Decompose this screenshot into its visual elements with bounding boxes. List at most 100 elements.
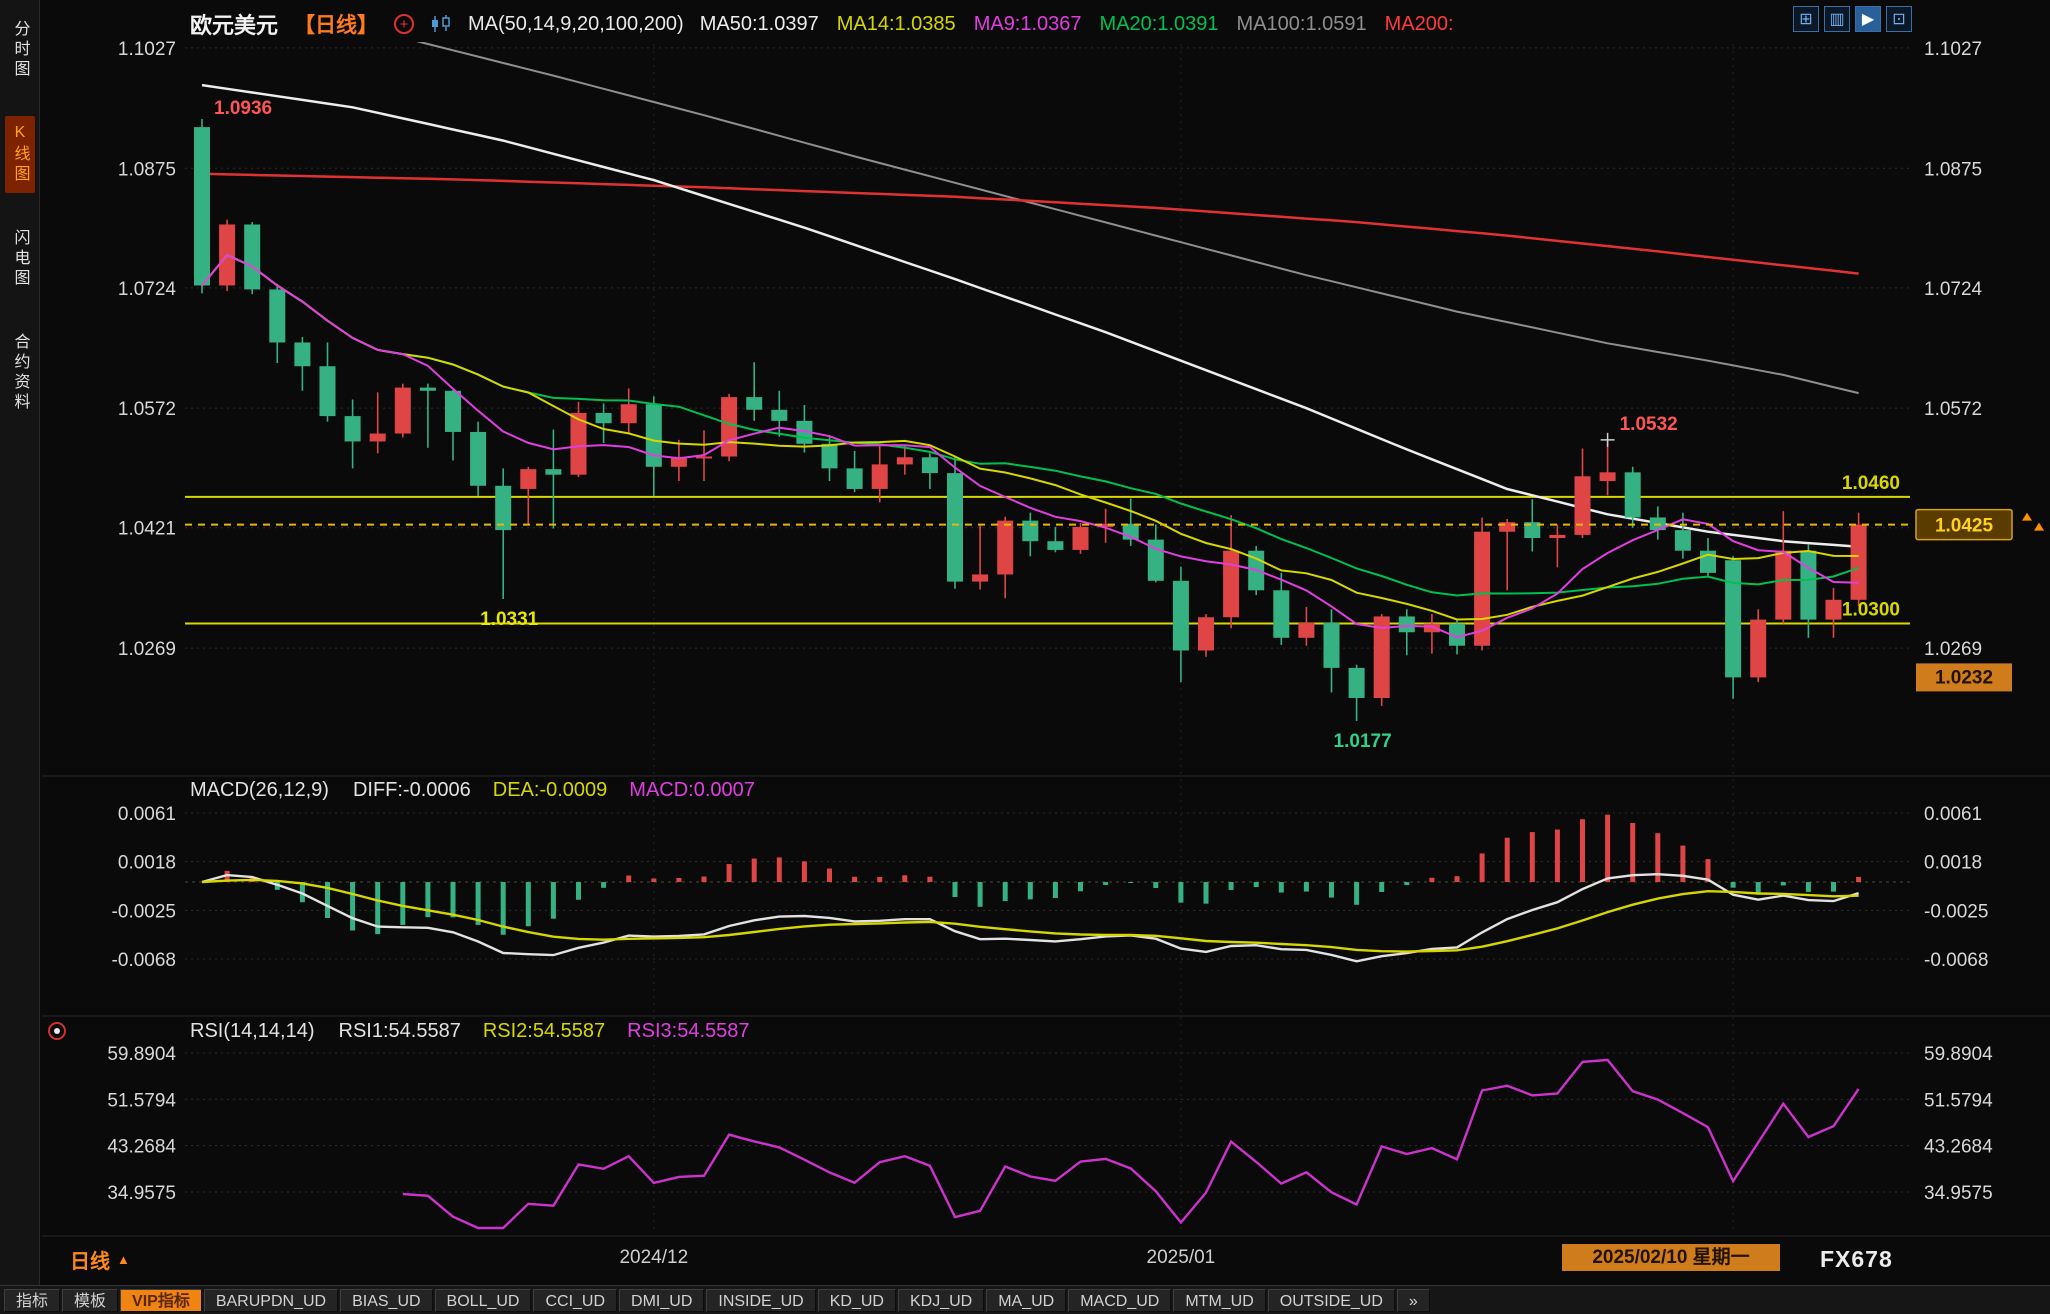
price-annotation: 1.0177: [1334, 731, 1392, 752]
price-axis-label-right: 1.0572: [1924, 399, 1982, 420]
candle-body: [419, 387, 436, 391]
indicator-settings-icon[interactable]: [48, 1022, 66, 1040]
candle-body: [495, 485, 512, 531]
plus-circle-icon[interactable]: +: [394, 14, 415, 34]
macd-hist-bar: [1580, 819, 1585, 883]
candle-body: [1423, 623, 1440, 633]
macd-hist-bar: [626, 875, 632, 883]
macd-axis-label-right: -0.0025: [1924, 901, 1988, 922]
price-axis-label-left: 1.0421: [118, 519, 176, 540]
macd-hist-bar: [475, 882, 481, 925]
current-price-box-label: 1.0425: [1935, 516, 1994, 537]
price-axis-label-left: 1.0875: [118, 159, 176, 180]
candle-body: [1599, 472, 1616, 482]
candle-body: [194, 127, 210, 286]
candle-body: [696, 456, 712, 459]
price-annotation: 1.0936: [214, 98, 272, 119]
rsi-legend-item-2: RSI2:54.5587: [482, 1020, 606, 1042]
macd-hist-bar: [1454, 876, 1460, 883]
macd-hist-bar: [576, 882, 581, 900]
ma-legend-item-6: MA200:: [1384, 12, 1454, 35]
candle-body: [1223, 550, 1240, 618]
macd-hist-bar: [852, 876, 858, 883]
candle-body: [1172, 580, 1189, 651]
tab-barupdn_ud[interactable]: BARUPDN_UD: [203, 1288, 339, 1312]
macd-hist-bar: [676, 877, 682, 883]
play-icon[interactable]: ▶: [1855, 6, 1881, 32]
sidebar-item-3[interactable]: 闪电图: [11, 229, 29, 289]
tab-ma_ud[interactable]: MA_UD: [986, 1288, 1067, 1312]
candle-body: [520, 469, 537, 489]
candle-body: [746, 397, 763, 410]
price-axis-label-left: 1.0724: [118, 279, 177, 300]
tab-inside_ud[interactable]: INSIDE_UD: [706, 1288, 816, 1312]
tab-macd_ud[interactable]: MACD_UD: [1068, 1288, 1172, 1312]
macd-axis-label-left: 0.0018: [118, 853, 176, 874]
price-up-arrow: [2022, 512, 2032, 521]
tab-kd_ud[interactable]: KD_UD: [817, 1288, 896, 1312]
macd-legend: MACD(26,12,9) DIFF:-0.0006 DEA:-0.0009 MAC…: [190, 779, 755, 802]
tab-kdj_ud[interactable]: KDJ_UD: [897, 1288, 985, 1312]
macd-hist-bar: [1203, 882, 1209, 904]
tab-more[interactable]: »: [1396, 1288, 1430, 1312]
macd-hist-bar: [1479, 853, 1485, 883]
tab-outside_ud[interactable]: OUTSIDE_UD: [1267, 1288, 1395, 1312]
kline-style-icon[interactable]: ▥: [1824, 6, 1850, 32]
ma-legend-item-5: MA100:1.0591: [1236, 12, 1367, 35]
level-lines-layer: [185, 495, 1910, 625]
ma-line-ma9: [201, 253, 1859, 639]
tab-vip-indicators[interactable]: VIP指标: [120, 1288, 202, 1312]
candle-body: [1373, 616, 1390, 698]
macd-hist-bar: [1605, 814, 1611, 883]
sidebar-item-1[interactable]: 分时图: [11, 20, 29, 80]
macd-hist-bar: [952, 882, 958, 897]
rsi-line: [402, 1058, 1860, 1230]
candle-body: [1624, 472, 1641, 518]
xaxis-month-label-2: 2025/01: [1146, 1247, 1216, 1268]
tab-boll_ud[interactable]: BOLL_UD: [434, 1288, 532, 1312]
macd-axis-label-right: 0.0018: [1924, 853, 1982, 874]
rsi-axis-label-right: 43.2684: [1924, 1137, 1993, 1158]
price-axis-label-right: 1.0724: [1924, 279, 1983, 300]
candle-body: [1047, 541, 1064, 550]
current-price-box: [1915, 508, 2013, 541]
tab-bias_ud[interactable]: BIAS_UD: [340, 1288, 433, 1312]
price-axis-label-left: 1.0572: [118, 399, 176, 420]
candle-body: [1398, 616, 1415, 633]
period-tag: 【日线】: [294, 14, 379, 37]
axis-layer: 1.1027 1.0875 1.0724 1.0572 1.0421 1.0269 1.10…: [107, 39, 2044, 1204]
period-selector[interactable]: 日线 ▲: [70, 1245, 130, 1274]
macd-formula: MACD(26,12,9): [190, 779, 329, 801]
candle-body: [1323, 622, 1340, 668]
low-price-box: [1916, 663, 2012, 692]
rsi-legend-item-1: RSI1:54.5587: [338, 1020, 461, 1042]
macd-hist-bar: [1303, 882, 1309, 892]
macd-hist-bar: [1128, 882, 1134, 884]
candle-body: [1474, 531, 1491, 646]
candle-body: [369, 433, 386, 442]
sidebar-item-4[interactable]: 合约资料: [11, 333, 29, 413]
kline-icon[interactable]: [430, 15, 452, 33]
macd-legend-item-3: MACD:0.0007: [629, 779, 755, 801]
macd-hist-bar: [1103, 882, 1109, 886]
rsi-axis-label-left: 34.9575: [107, 1183, 176, 1204]
ma-line-ma14: [201, 253, 1859, 621]
crosshair-date-label: 2025/02/10 星期一: [1562, 1244, 1780, 1271]
price-annotation: 1.0532: [1620, 414, 1678, 435]
macd-hist-bar: [877, 876, 883, 883]
macd-hist-bar: [400, 882, 406, 925]
tab-dmi_ud[interactable]: DMI_UD: [619, 1288, 705, 1312]
sidebar-item-2[interactable]: K线图: [4, 116, 35, 193]
candle-body: [545, 469, 562, 475]
tab-templates[interactable]: 模板: [62, 1288, 119, 1312]
tab-indicators[interactable]: 指标: [4, 1288, 61, 1312]
candle-body: [921, 457, 938, 474]
popout-icon[interactable]: ⊡: [1886, 6, 1912, 32]
candle-body: [244, 224, 261, 290]
candle-body: [1072, 526, 1089, 550]
macd-hist-bar: [927, 876, 933, 883]
panel-grid-icon[interactable]: ⊞: [1793, 6, 1819, 32]
tab-cci_ud[interactable]: CCI_UD: [533, 1288, 618, 1312]
tab-mtm_ud[interactable]: MTM_UD: [1173, 1288, 1266, 1312]
